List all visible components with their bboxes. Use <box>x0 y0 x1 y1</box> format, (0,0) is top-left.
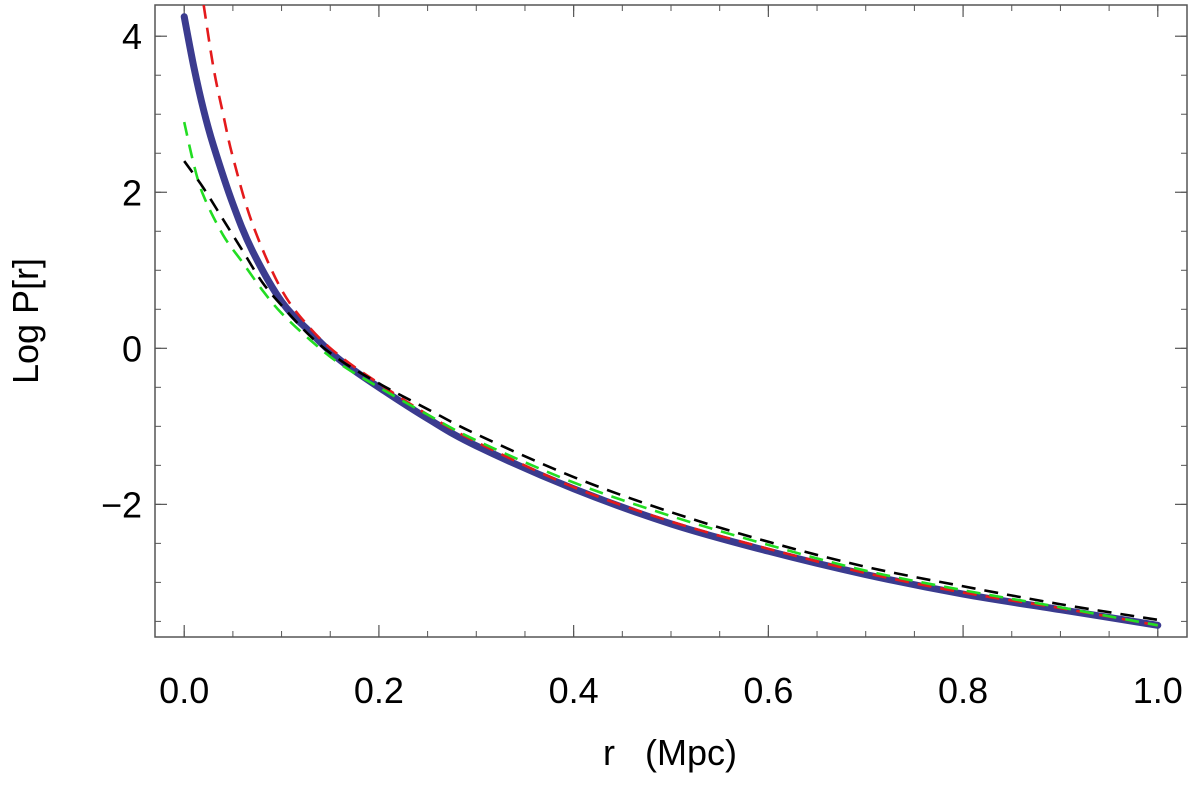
y-axis-label: Log P[r] <box>5 258 46 384</box>
series-line-dashed-red <box>202 5 1159 627</box>
y-tick-label: 4 <box>122 16 142 57</box>
x-axis-label: r (Mpc) <box>603 732 737 773</box>
series-line-dashed-black <box>183 160 1158 622</box>
y-tick-label: −2 <box>101 484 142 525</box>
x-tick-label: 0.8 <box>938 670 988 711</box>
x-tick-label: 0.6 <box>743 670 793 711</box>
plot-frame <box>154 4 1188 638</box>
x-tick-label: 1.0 <box>1133 670 1183 711</box>
series-line-solid-blue <box>180 13 1162 629</box>
tick-labels: 0.0 0.2 0.4 0.6 0.8 1.0 −2 0 2 4 <box>101 16 1183 711</box>
y-tick-label: 0 <box>122 328 142 369</box>
x-tick-label: 0.0 <box>159 670 209 711</box>
y-tick-label: 2 <box>122 172 142 213</box>
x-tick-label: 0.2 <box>354 670 404 711</box>
series-lines <box>180 5 1162 629</box>
ticks <box>155 5 1187 637</box>
series-line-dashed-green <box>182 121 1159 627</box>
x-tick-label: 0.4 <box>549 670 599 711</box>
